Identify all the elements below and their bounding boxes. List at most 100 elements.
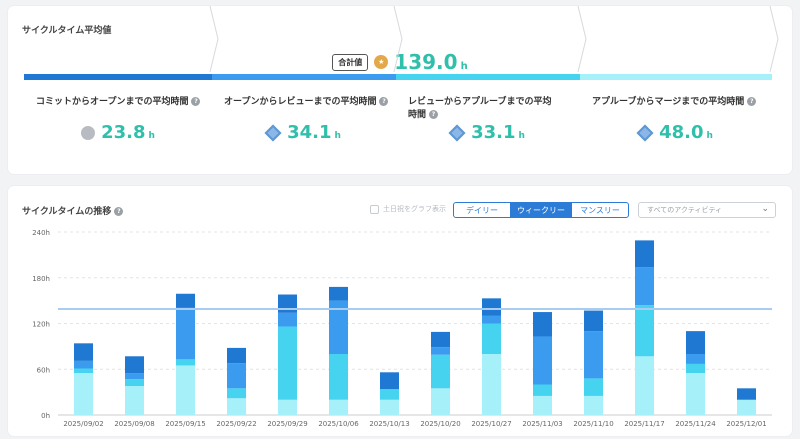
- stage-value: 34.1: [287, 122, 332, 143]
- medal-icon: ★: [374, 55, 389, 69]
- bar-segment: [584, 395, 603, 415]
- bar-segment: [737, 399, 756, 415]
- bar-segment: [329, 300, 348, 354]
- diamond-icon: [448, 124, 466, 141]
- chevron-down-icon: ⌄: [761, 204, 769, 214]
- bar-segment: [125, 386, 144, 415]
- x-tick-label: 2025/09/02: [63, 420, 103, 428]
- stage-approve-merge: アプルーブからマージまでの平均時間? 48.0 h: [580, 86, 772, 152]
- bar-segment: [380, 399, 399, 415]
- x-tick-label: 2025/10/13: [369, 420, 409, 428]
- stage-value-group: 33.1 h: [396, 122, 580, 143]
- bar-segment: [125, 356, 144, 374]
- x-tick-label: 2025/10/06: [318, 420, 359, 428]
- stage-label: コミットからオープンまでの平均時間?: [36, 96, 201, 109]
- bar-segment: [635, 305, 654, 357]
- tab-daily[interactable]: デイリー: [453, 202, 511, 218]
- help-icon[interactable]: ?: [191, 97, 201, 106]
- bar-segment: [125, 373, 144, 380]
- bar-segment: [329, 354, 348, 400]
- trend-card: サイクルタイムの推移? 土日祝をグラフ表示 デイリー ウィークリー マンスリー …: [8, 186, 792, 436]
- trend-title: サイクルタイムの推移?: [22, 204, 124, 217]
- bar-segment: [227, 398, 246, 415]
- total-value: 139.0: [394, 50, 458, 74]
- y-tick-label: 0h: [41, 412, 50, 420]
- x-tick-label: 2025/12/01: [726, 420, 766, 428]
- x-tick-label: 2025/10/27: [471, 420, 511, 428]
- bar-segment: [533, 336, 552, 385]
- total-summary: 合計値 ★ 139.0 h: [8, 50, 792, 74]
- bar-segment: [482, 354, 501, 415]
- weekend-checkbox-group[interactable]: 土日祝をグラフ表示: [370, 204, 446, 214]
- y-tick-label: 240h: [32, 229, 50, 237]
- bar-segment: [635, 356, 654, 415]
- diamond-icon: [264, 124, 282, 141]
- bar-segment: [380, 372, 399, 390]
- x-tick-label: 2025/09/22: [216, 420, 256, 428]
- bar-segment: [74, 368, 93, 374]
- bar-segment: [431, 354, 450, 389]
- weekend-checkbox[interactable]: [370, 204, 379, 214]
- stage-review-approve: レビューからアプルーブまでの平均時間? 33.1 h: [396, 86, 580, 152]
- bar-segment: [227, 363, 246, 389]
- bar-segment: [533, 384, 552, 396]
- bar-segment: [635, 240, 654, 268]
- chevron-separator-icon: [209, 6, 219, 72]
- bar-segment: [125, 379, 144, 387]
- tab-weekly[interactable]: ウィークリー: [511, 202, 571, 218]
- stage-value-group: 48.0 h: [580, 122, 772, 143]
- stage-open-review: オープンからレビューまでの平均時間? 34.1 h: [212, 86, 396, 152]
- help-icon[interactable]: ?: [747, 97, 757, 106]
- stage-unit: h: [334, 131, 341, 141]
- stage-value-group: 34.1 h: [212, 122, 396, 143]
- stage-bar-review-approve: [396, 74, 580, 80]
- period-toggle: デイリー ウィークリー マンスリー: [453, 202, 629, 218]
- help-icon[interactable]: ?: [429, 110, 439, 119]
- bar-segment: [584, 310, 603, 332]
- stage-unit: h: [518, 131, 525, 141]
- chevron-separator-icon: [393, 6, 403, 72]
- total-value-group: 139.0 h: [394, 50, 467, 74]
- stage-value-group: 23.8 h: [24, 122, 212, 143]
- bar-segment: [686, 331, 705, 354]
- x-tick-label: 2025/09/08: [114, 420, 154, 428]
- summary-title: サイクルタイム平均値: [22, 26, 112, 36]
- tab-monthly[interactable]: マンスリー: [571, 202, 629, 218]
- x-tick-label: 2025/11/10: [573, 420, 613, 428]
- bar-segment: [686, 363, 705, 374]
- x-tick-label: 2025/10/20: [420, 420, 460, 428]
- stage-value: 23.8: [101, 122, 146, 143]
- activity-select[interactable]: すべてのアクティビティ ⌄: [638, 202, 776, 218]
- stage-label: オープンからレビューまでの平均時間?: [224, 96, 389, 109]
- stage-bar-commit-open: [24, 74, 212, 80]
- bar-segment: [329, 286, 348, 301]
- help-icon[interactable]: ?: [114, 207, 124, 216]
- chevron-separator-icon: [577, 6, 587, 72]
- bar-segment: [176, 365, 195, 415]
- bar-segment: [74, 343, 93, 361]
- stage-label: アプルーブからマージまでの平均時間?: [592, 96, 757, 109]
- stage-bar-open-review: [212, 74, 396, 80]
- bar-segment: [635, 267, 654, 306]
- y-tick-label: 60h: [37, 366, 50, 374]
- bar-segment: [176, 359, 195, 366]
- summary-card: サイクルタイム平均値 合計値 ★ 139.0 h コミットからオープンまでの平均時…: [8, 6, 792, 174]
- x-tick-label: 2025/09/29: [267, 420, 307, 428]
- bar-segment: [278, 326, 297, 400]
- bar-segment: [533, 312, 552, 337]
- cloud-icon: [81, 125, 96, 140]
- bar-segment: [482, 315, 501, 324]
- bar-segment: [533, 395, 552, 415]
- cycle-time-chart: 0h 60h 120h 180h 240h 2025/09/02 2025/09/08 202…: [32, 229, 772, 428]
- bar-segment: [227, 388, 246, 399]
- bar-segment: [278, 294, 297, 313]
- x-tick-label: 2025/11/24: [675, 420, 716, 428]
- bar-segment: [278, 399, 297, 415]
- bar-segment: [584, 378, 603, 396]
- total-unit: h: [460, 61, 468, 72]
- bar-segment: [686, 354, 705, 364]
- bar-segment: [176, 307, 195, 360]
- bar-segment: [431, 331, 450, 348]
- help-icon[interactable]: ?: [379, 97, 389, 106]
- bar-segment: [686, 373, 705, 415]
